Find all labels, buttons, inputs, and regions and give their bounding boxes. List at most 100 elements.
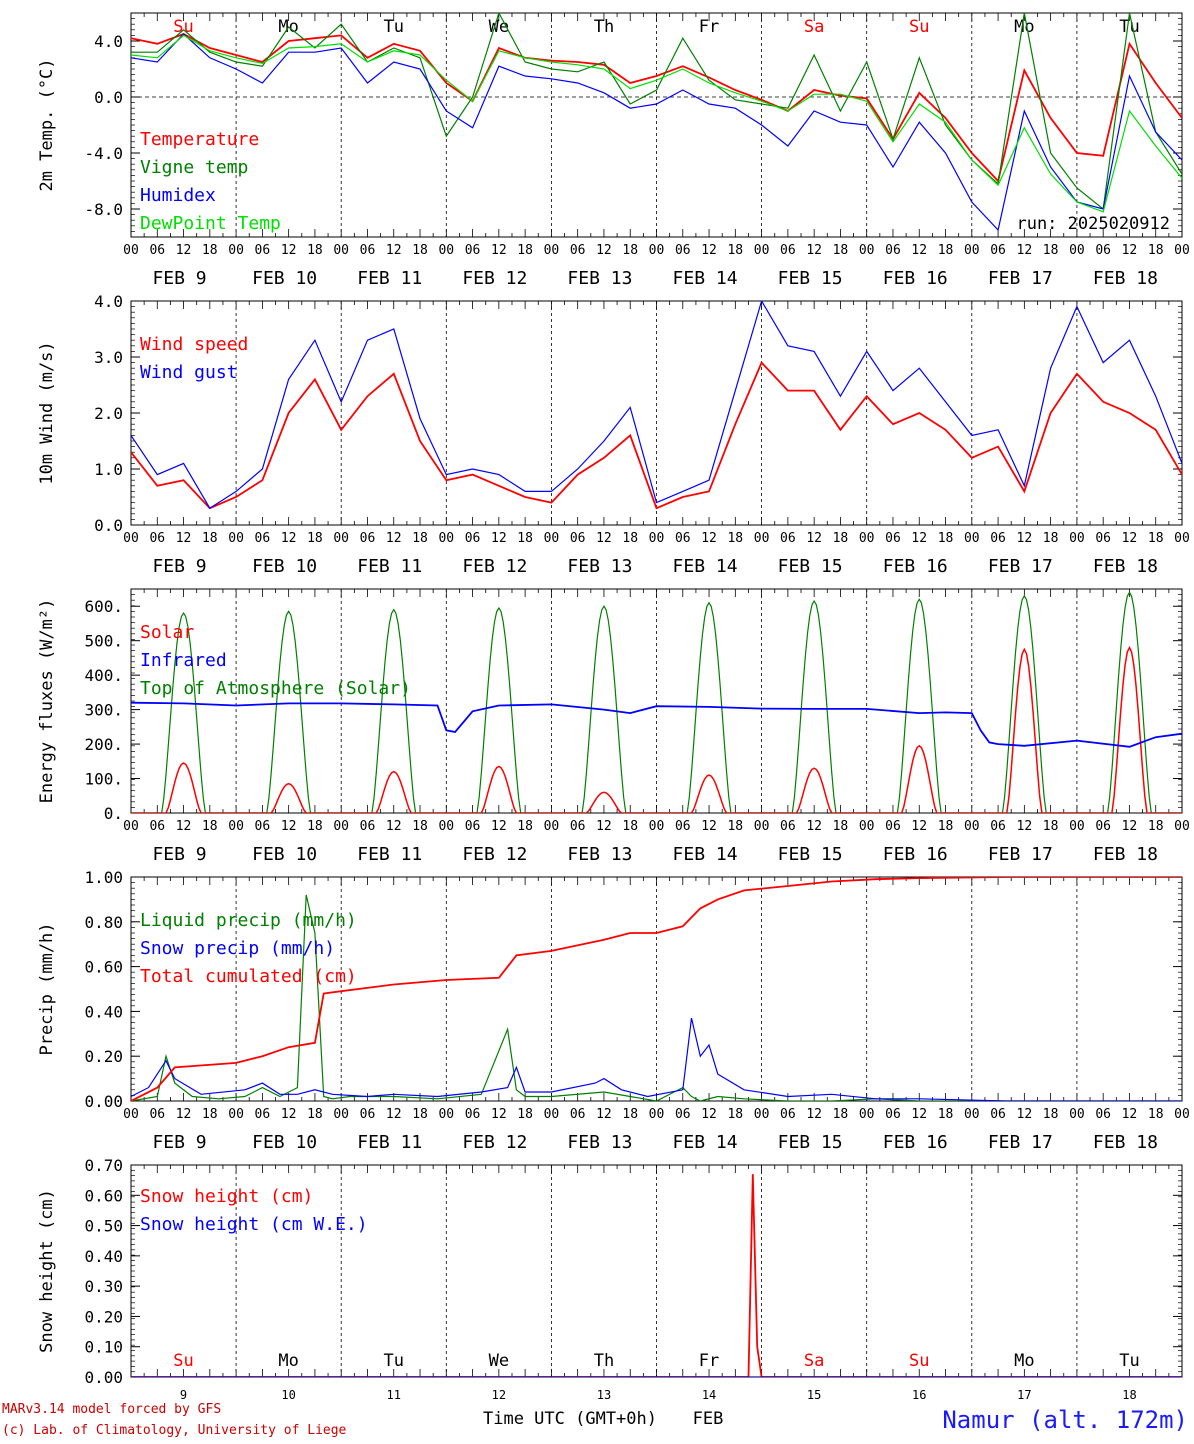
- hour-label: 12: [176, 819, 192, 834]
- hour-label: 18: [412, 531, 428, 546]
- date-label: FEB 9: [152, 268, 206, 289]
- credit-line-1: MARv3.14 model forced by GFS: [2, 1402, 221, 1417]
- plot-frame: [130, 588, 1183, 814]
- hour-label: 18: [938, 531, 954, 546]
- hour-label: 18: [833, 531, 849, 546]
- date-number-label: 17: [1017, 1388, 1031, 1402]
- hour-label: 12: [911, 243, 927, 258]
- hour-label: 18: [307, 819, 323, 834]
- date-label: FEB 18: [1093, 844, 1158, 865]
- y-tick-label: 0.00: [84, 1368, 123, 1387]
- y-tick-label: -8.0: [84, 200, 123, 219]
- date-label: FEB 11: [357, 1132, 422, 1153]
- hour-label: 00: [1069, 243, 1085, 258]
- day-name: Mo: [1014, 17, 1034, 37]
- day-name: Tu: [1119, 1351, 1139, 1371]
- y-tick-label: 400.: [84, 666, 123, 685]
- day-name: Su: [909, 1351, 929, 1371]
- hour-label: 12: [281, 819, 297, 834]
- hour-label: 00: [333, 819, 349, 834]
- hour-label: 00: [1069, 819, 1085, 834]
- footer: MARv3.14 model forced by GFS (c) Lab. of …: [2, 1402, 1188, 1438]
- hour-label: 18: [938, 819, 954, 834]
- plot-frame: [130, 12, 1183, 238]
- legend-entry: Wind gust: [140, 362, 238, 383]
- hour-label: 18: [202, 819, 218, 834]
- hour-label: 06: [1095, 819, 1111, 834]
- hour-label: 18: [833, 243, 849, 258]
- hour-label: 18: [622, 1107, 638, 1122]
- legend-entry: Snow height (cm W.E.): [140, 1214, 368, 1235]
- hour-label: 00: [1174, 243, 1190, 258]
- y-axis-label: Snow height (cm): [37, 1189, 57, 1353]
- hour-label: 00: [123, 243, 139, 258]
- day-name: Mo: [278, 1351, 298, 1371]
- y-tick-label: 0.00: [84, 1092, 123, 1111]
- date-label: FEB 17: [988, 844, 1053, 865]
- station-label: Namur (alt. 172m): [942, 1406, 1188, 1434]
- hour-label: 18: [1148, 819, 1164, 834]
- hour-label: 18: [202, 243, 218, 258]
- hour-label: 06: [1095, 243, 1111, 258]
- date-label: FEB 16: [883, 1132, 948, 1153]
- hour-label: 06: [780, 819, 796, 834]
- hour-label: 12: [491, 531, 507, 546]
- hour-label: 12: [596, 243, 612, 258]
- hour-label: 18: [938, 1107, 954, 1122]
- hour-label: 12: [596, 531, 612, 546]
- hour-label: 06: [465, 531, 481, 546]
- hour-label: 18: [202, 1107, 218, 1122]
- legend-entry: Infrared: [140, 650, 227, 671]
- date-number-label: 10: [281, 1388, 295, 1402]
- hour-label: 06: [885, 243, 901, 258]
- date-label: FEB 18: [1093, 1132, 1158, 1153]
- date-label: FEB 13: [567, 844, 632, 865]
- y-tick-label: 0.40: [84, 1247, 123, 1266]
- hour-label: 12: [281, 531, 297, 546]
- hour-label: 00: [964, 243, 980, 258]
- date-label: FEB 14: [673, 844, 738, 865]
- hour-label: 00: [544, 243, 560, 258]
- hour-label: 18: [622, 819, 638, 834]
- hour-label: 12: [1122, 1107, 1138, 1122]
- y-axis-label: 2m Temp. (°C): [37, 58, 57, 191]
- hour-label: 00: [123, 819, 139, 834]
- date-label: FEB 10: [252, 556, 317, 577]
- series-group: [131, 877, 1182, 1101]
- date-label: FEB 9: [152, 844, 206, 865]
- date-label: FEB 16: [883, 844, 948, 865]
- hour-label: 00: [964, 1107, 980, 1122]
- date-label: FEB 17: [988, 268, 1053, 289]
- y-tick-label: 0.70: [84, 1156, 123, 1175]
- hour-label: 18: [727, 1107, 743, 1122]
- hour-label: 18: [517, 819, 533, 834]
- hour-label: 18: [938, 243, 954, 258]
- date-label: FEB 11: [357, 844, 422, 865]
- legend-entry: Humidex: [140, 185, 216, 206]
- date-label: FEB 9: [152, 556, 206, 577]
- day-name: Su: [173, 1351, 193, 1371]
- hour-label: 12: [176, 243, 192, 258]
- y-tick-label: 1.00: [84, 868, 123, 887]
- hour-label: 12: [701, 243, 717, 258]
- series-line: [131, 33, 1182, 183]
- hour-label: 06: [780, 531, 796, 546]
- legend-entry: Total cumulated (cm): [140, 966, 357, 987]
- hour-label: 00: [228, 243, 244, 258]
- hour-label: 12: [491, 819, 507, 834]
- hour-label: 18: [727, 531, 743, 546]
- hour-label: 00: [649, 531, 665, 546]
- series-line: [131, 360, 1182, 510]
- y-tick-label: 0.0: [94, 88, 123, 107]
- hour-label: 18: [727, 243, 743, 258]
- hour-label: 00: [1174, 1107, 1190, 1122]
- hour-label: 00: [228, 1107, 244, 1122]
- date-label: FEB 15: [778, 1132, 843, 1153]
- hour-label: 18: [1043, 531, 1059, 546]
- hour-label: 00: [649, 243, 665, 258]
- legend-entry: Wind speed: [140, 334, 248, 355]
- hour-label: 18: [517, 531, 533, 546]
- hour-label: 06: [675, 1107, 691, 1122]
- hour-label: 18: [517, 1107, 533, 1122]
- date-number-label: 15: [807, 1388, 821, 1402]
